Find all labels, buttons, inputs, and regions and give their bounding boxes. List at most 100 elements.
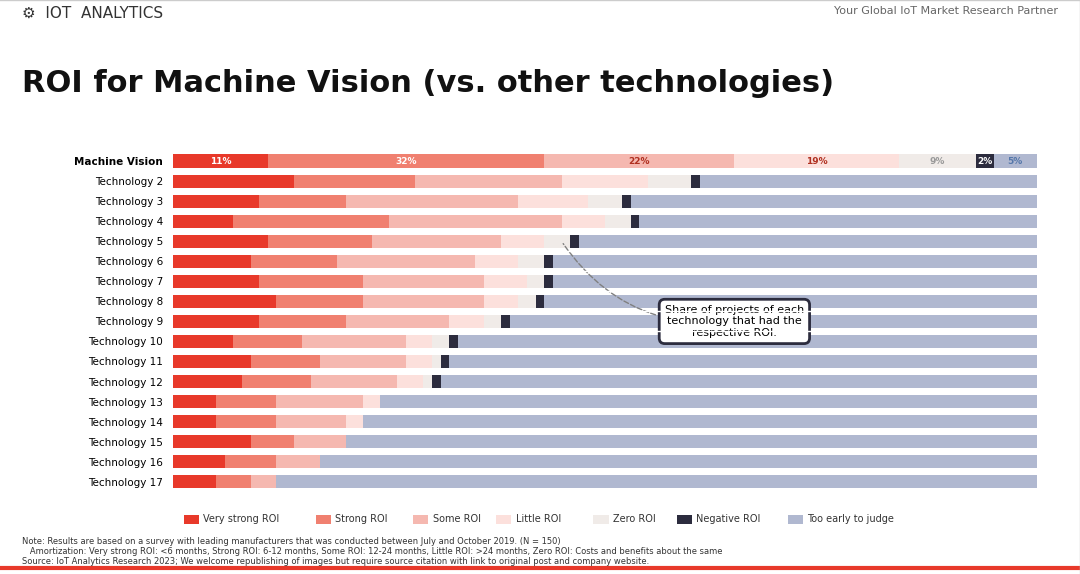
Bar [173,275,259,288]
Bar [449,335,458,348]
Bar [544,255,553,268]
Text: 9%: 9% [930,157,945,166]
Bar [259,275,363,288]
Bar [173,235,268,248]
Bar [562,215,605,228]
Bar [372,235,501,248]
Text: Very strong ROI: Very strong ROI [203,514,280,525]
Text: Strong ROI: Strong ROI [335,514,388,525]
Bar [449,315,484,328]
Bar [380,395,1037,408]
Bar [570,235,579,248]
Bar [173,154,268,168]
Text: Too early to judge: Too early to judge [807,514,894,525]
Bar [173,195,259,208]
Bar [268,235,372,248]
Bar [268,154,544,168]
Bar [449,355,1037,368]
Bar [242,375,311,388]
Text: 22%: 22% [629,157,650,166]
Bar [700,174,1037,188]
Bar [346,195,518,208]
Bar [363,415,1037,428]
Text: Some ROI: Some ROI [432,514,481,525]
Bar [363,295,484,308]
Bar [631,215,639,228]
Bar [397,375,423,388]
Bar [415,174,562,188]
Bar [173,335,233,348]
Bar [363,275,484,288]
Bar [527,275,544,288]
Bar [622,195,631,208]
Text: 11%: 11% [210,157,231,166]
Bar [484,315,501,328]
Bar [518,195,588,208]
Text: Zero ROI: Zero ROI [613,514,656,525]
Bar [302,335,406,348]
Bar [510,315,1037,328]
Bar [588,195,622,208]
Bar [475,255,518,268]
Text: ⚙  IOT  ANALYTICS: ⚙ IOT ANALYTICS [22,6,163,21]
Text: Amortization: Very strong ROI: <6 months, Strong ROI: 6-12 months, Some ROI: 12-: Amortization: Very strong ROI: <6 months… [22,547,723,556]
Bar [259,195,346,208]
Bar [294,174,415,188]
Bar [276,455,320,468]
Bar [553,275,1037,288]
Bar [276,295,363,308]
Bar [734,154,899,168]
Bar [389,215,562,228]
Text: Negative ROI: Negative ROI [696,514,760,525]
Text: Source: IoT Analytics Research 2023; We welcome republishing of images but requi: Source: IoT Analytics Research 2023; We … [22,557,649,567]
Bar [173,435,251,448]
Bar [320,355,406,368]
Bar [173,315,259,328]
Bar [639,215,1037,228]
Bar [311,375,397,388]
Bar [406,335,432,348]
Bar [544,235,570,248]
Bar [518,255,544,268]
Bar [432,335,449,348]
Bar [173,255,251,268]
Bar [216,395,276,408]
Bar [337,255,475,268]
Bar [320,455,1037,468]
Bar [406,355,432,368]
Bar [553,255,1037,268]
Bar [173,415,216,428]
Text: Note: Results are based on a survey with leading manufacturers that was conducte: Note: Results are based on a survey with… [22,537,561,546]
Bar [173,355,251,368]
Text: 5%: 5% [1008,157,1023,166]
Bar [544,154,734,168]
Bar [501,235,544,248]
Bar [432,355,441,368]
Bar [536,295,544,308]
Bar [259,315,346,328]
Bar [173,395,216,408]
Bar [251,355,320,368]
Text: ROI for Machine Vision (vs. other technologies): ROI for Machine Vision (vs. other techno… [22,69,834,98]
Text: Your Global IoT Market Research Partner: Your Global IoT Market Research Partner [835,6,1058,15]
Text: Share of projects of each
technology that had the
respective ROI.: Share of projects of each technology tha… [563,243,804,338]
Bar [276,475,1037,488]
Bar [544,295,1037,308]
Bar [484,275,527,288]
Bar [432,375,441,388]
Bar [976,154,994,168]
Bar [484,295,518,308]
Text: 32%: 32% [395,157,417,166]
Bar [251,475,276,488]
Bar [173,174,294,188]
Bar [233,335,302,348]
Bar [363,395,380,408]
Bar [251,255,337,268]
Bar [173,295,276,308]
Bar [994,154,1037,168]
Bar [518,295,536,308]
Bar [579,235,1037,248]
Bar [346,415,363,428]
Bar [216,475,251,488]
Bar [173,475,216,488]
